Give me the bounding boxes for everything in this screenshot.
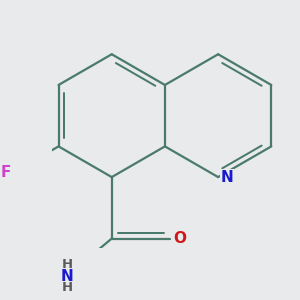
Text: H: H — [61, 281, 73, 294]
Text: O: O — [173, 231, 186, 246]
Text: N: N — [221, 169, 234, 184]
Text: F: F — [1, 165, 11, 180]
Text: H: H — [61, 258, 73, 271]
Text: N: N — [61, 268, 74, 284]
